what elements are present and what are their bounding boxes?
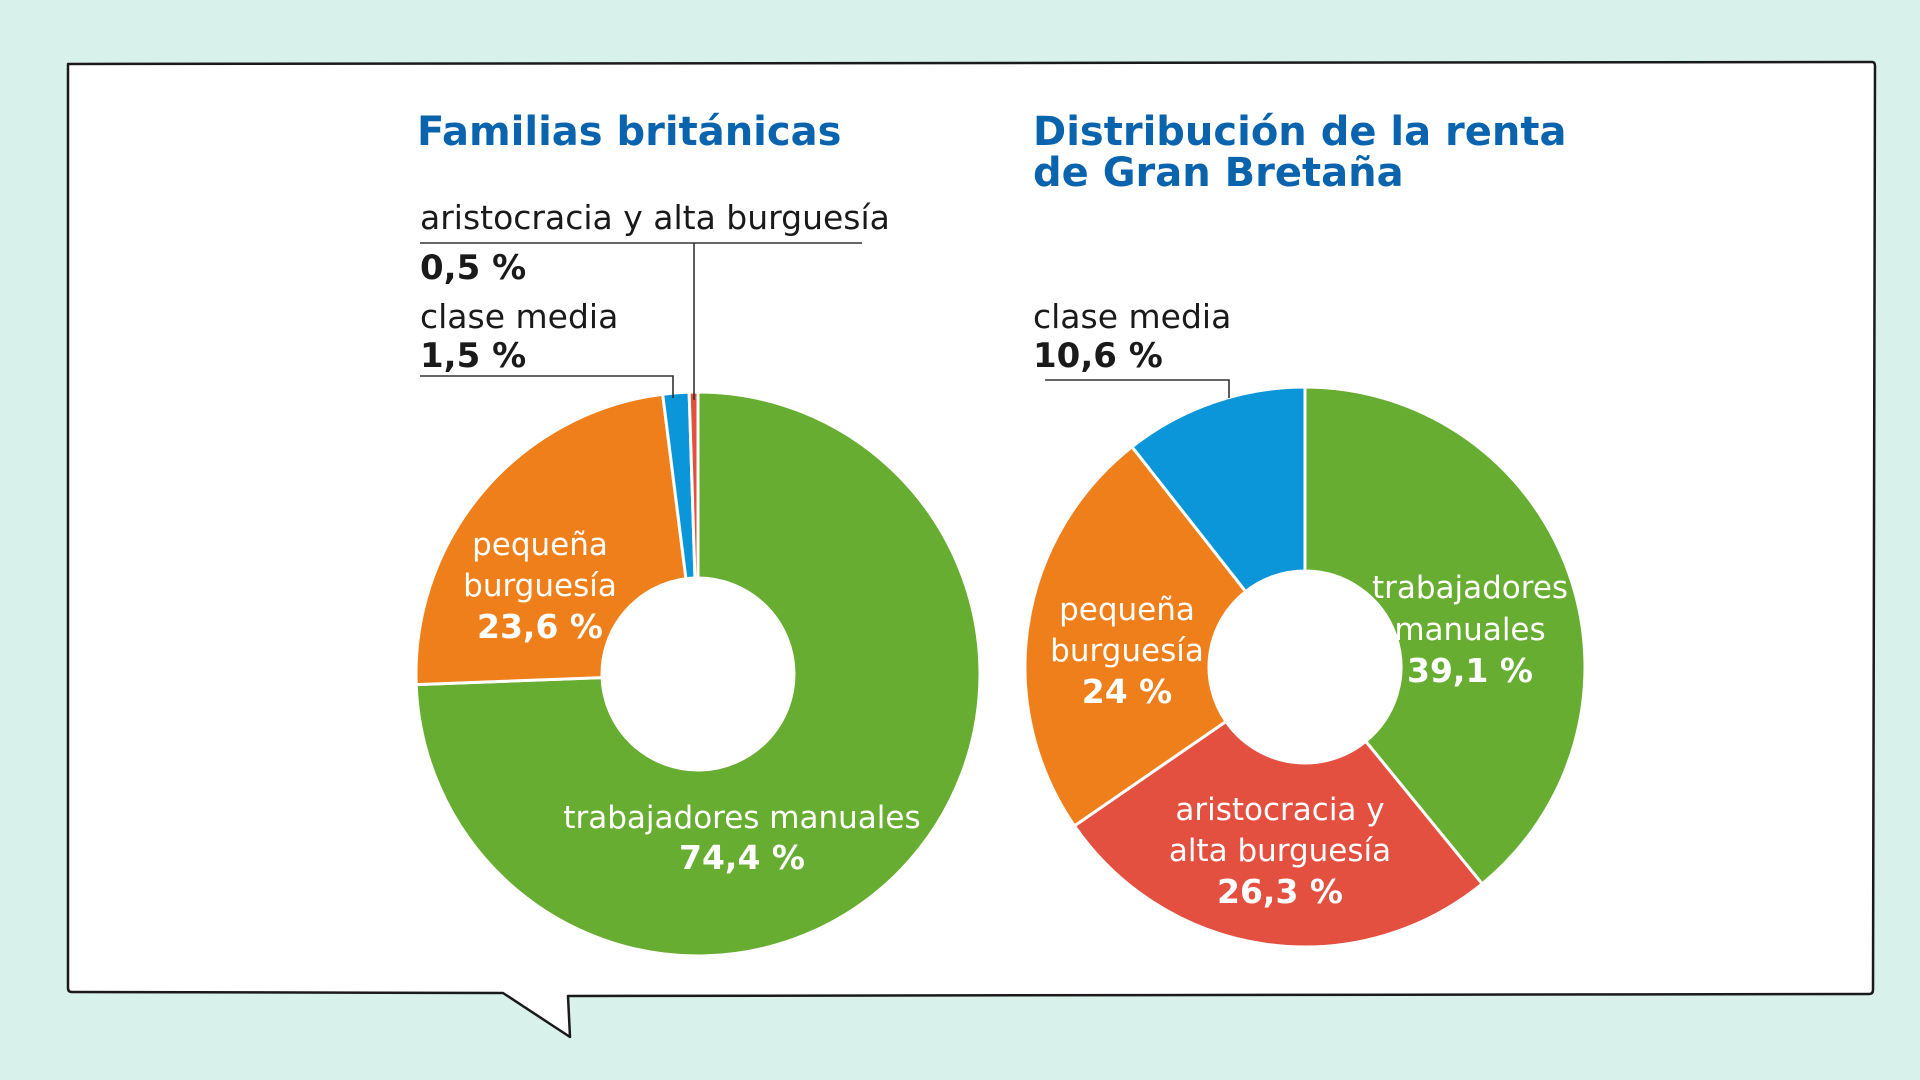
chart1-pequena-label-2: burguesía [463,568,617,604]
chart1-slice-aristocracia [687,390,700,580]
chart1-slice-pequena [414,392,688,687]
leader-line-clase-media [420,375,674,398]
chart2-pequena-label-1: pequeña [1059,592,1195,628]
chart1-trabajadores-value: 74,4 % [679,838,805,877]
chart2-trabajadores-label-1: trabajadores [1372,570,1568,606]
chart2-slice-trabajadores [1303,385,1587,886]
chart-familias-britanicas: Familias británicas aristocracia y alta … [414,109,982,958]
chart2-aristocracia-label-2: alta burguesía [1169,833,1391,869]
chart1-pequena-label-1: pequeña [472,527,608,563]
chart1-aristocracia-label: aristocracia y alta burguesía [420,198,890,237]
chart2-slice-clase_media [1129,385,1307,594]
chart1-donut [414,390,982,958]
chart2-title-line-1: Distribución de la renta [1033,109,1566,155]
chart2-title-line-2: de Gran Bretaña [1033,150,1404,196]
chart2-slice-aristocracia [1072,719,1485,949]
chart2-pequena-value: 24 % [1082,672,1172,711]
leader-line-clase-media-2 [1045,379,1230,398]
chart2-aristocracia-value: 26,3 % [1217,872,1343,911]
chart1-aristocracia-value: 0,5 % [420,248,526,288]
chart2-pequena-label-2: burguesía [1050,633,1204,669]
speech-bubble-panel [66,60,1877,1039]
chart1-pequena-value: 23,6 % [477,607,603,646]
chart2-clase-media-label: clase media [1033,297,1231,336]
chart2-donut [1023,385,1587,949]
chart1-slice-trabajadores [414,390,982,958]
chart2-trabajadores-label-2: manuales [1394,612,1545,648]
leader-line-aristocracia [420,242,862,400]
chart2-clase-media-value: 10,6 % [1033,336,1163,376]
chart-distribucion-renta: Distribución de la renta de Gran Bretaña… [1023,109,1587,949]
chart1-trabajadores-label: trabajadores manuales [563,800,920,836]
chart2-slice-pequena [1023,444,1248,828]
chart1-title: Familias británicas [417,109,841,155]
chart2-trabajadores-value: 39,1 % [1407,651,1533,690]
chart1-clase-media-value: 1,5 % [420,336,526,376]
chart2-aristocracia-label-1: aristocracia y [1175,792,1384,828]
chart1-clase-media-label: clase media [420,297,618,336]
